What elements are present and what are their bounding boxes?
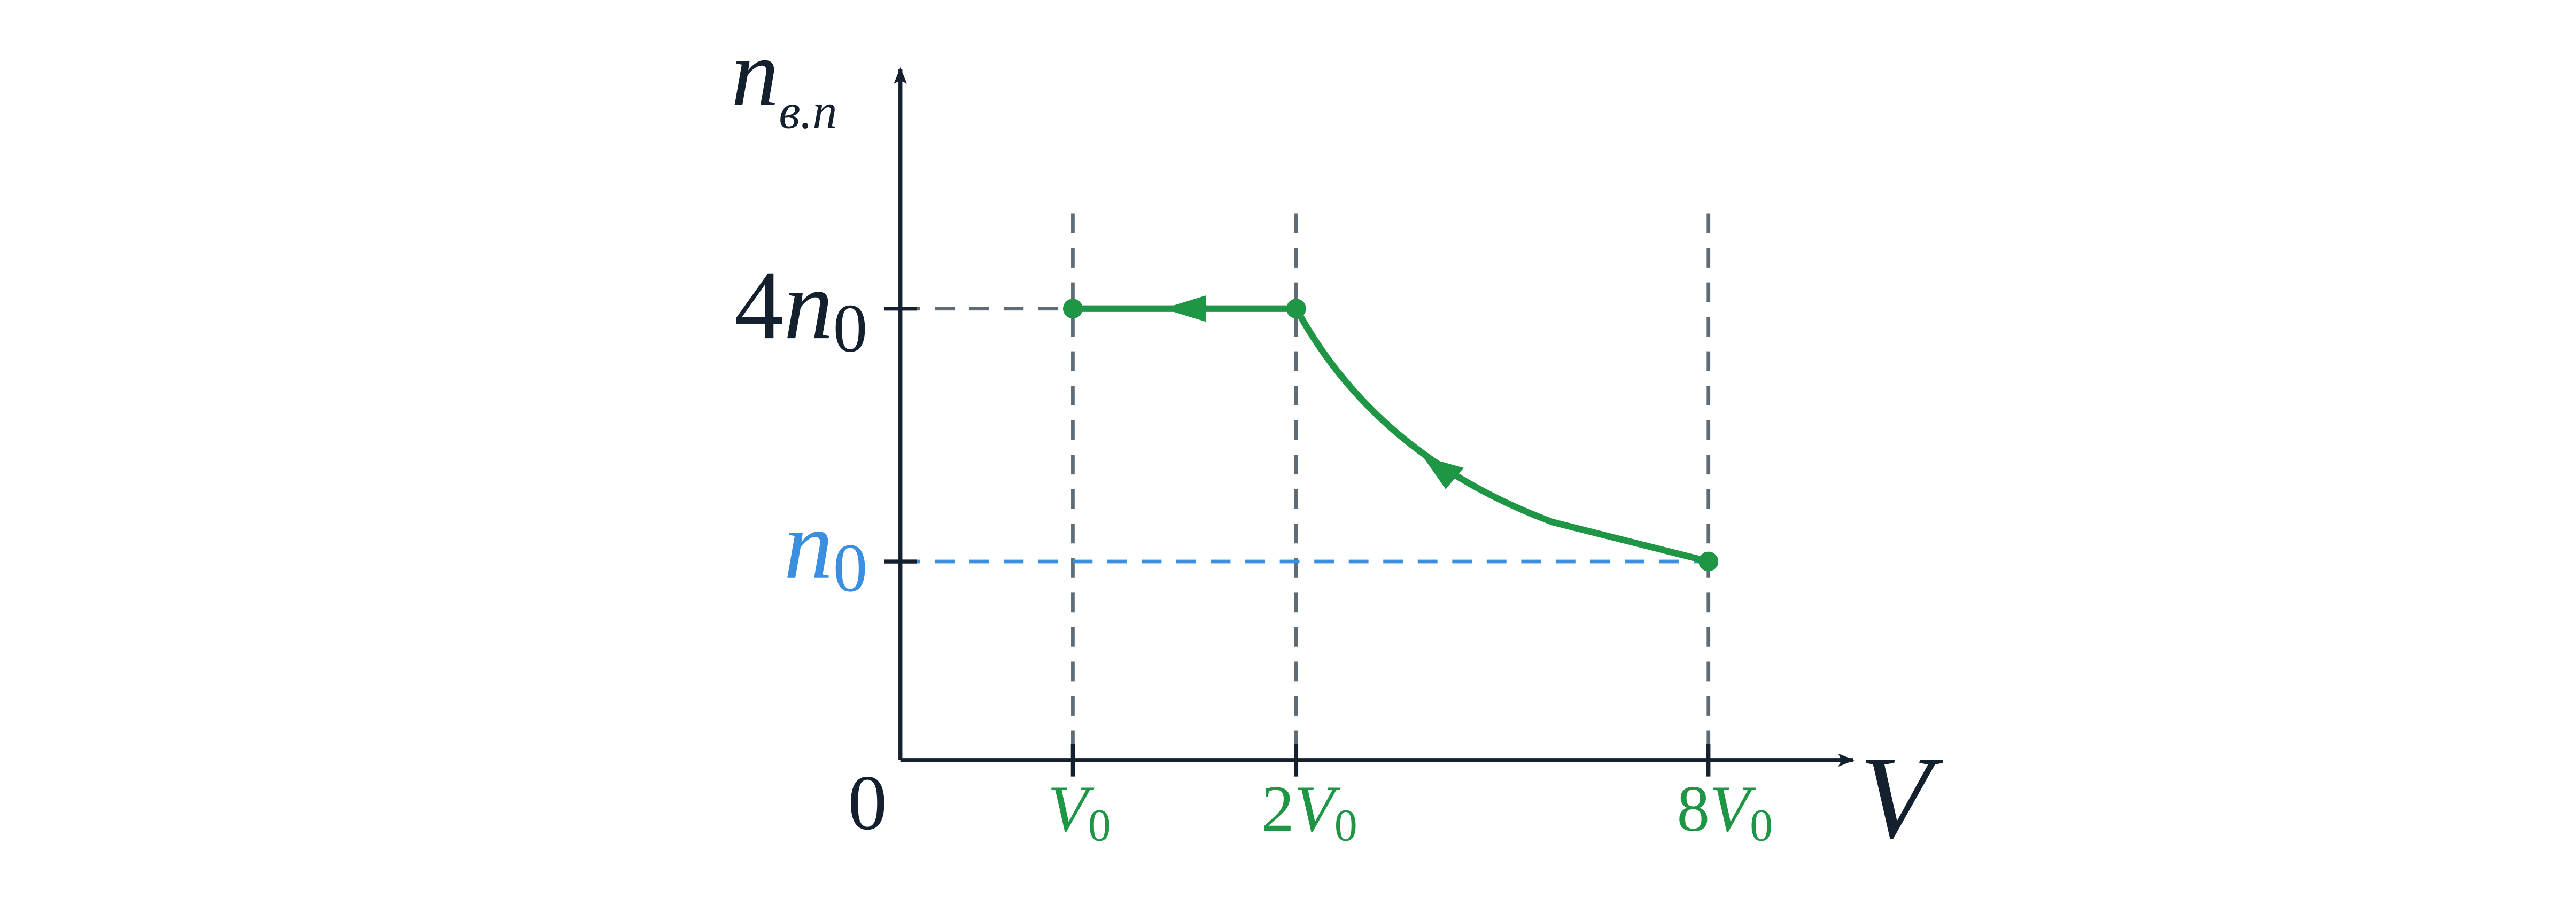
x-tick-label: 8V0 [1677, 772, 1773, 850]
label-coef: 2 [1261, 772, 1294, 845]
y-axis-label: nв.п [731, 20, 837, 139]
guides [900, 213, 1711, 760]
point [1286, 299, 1306, 319]
x-tick-label: V0 [1048, 772, 1111, 850]
direction-arrow [1163, 295, 1206, 322]
label-sub: 0 [833, 290, 868, 366]
label-var: V [1294, 772, 1341, 845]
points [1062, 299, 1719, 572]
label-var: n [784, 251, 833, 360]
x-axis-label: V [1859, 732, 1943, 863]
x-tick-label: 2V0 [1261, 772, 1357, 850]
label-coef: 8 [1677, 772, 1710, 845]
label-var: V [1710, 772, 1756, 845]
y-tick-label: n0 [784, 490, 868, 606]
label-coef: 4 [734, 251, 783, 360]
point [1062, 299, 1083, 319]
ticks [884, 307, 1711, 777]
label-sub: в.п [779, 84, 837, 139]
label-var: V [1048, 772, 1095, 845]
process [1073, 305, 1710, 565]
y-tick-label: 4n0 [734, 251, 867, 366]
label-sub: 0 [833, 529, 868, 606]
direction-arrow [1422, 456, 1464, 489]
origin-label: 0 [848, 759, 887, 846]
curve-segment [1293, 307, 1710, 565]
label-var: n [731, 20, 779, 126]
point [1698, 551, 1719, 572]
label-sub: 0 [1750, 799, 1773, 850]
label-sub: 0 [1334, 799, 1357, 850]
label-sub: 0 [1088, 799, 1111, 850]
label-var: n [784, 490, 833, 599]
